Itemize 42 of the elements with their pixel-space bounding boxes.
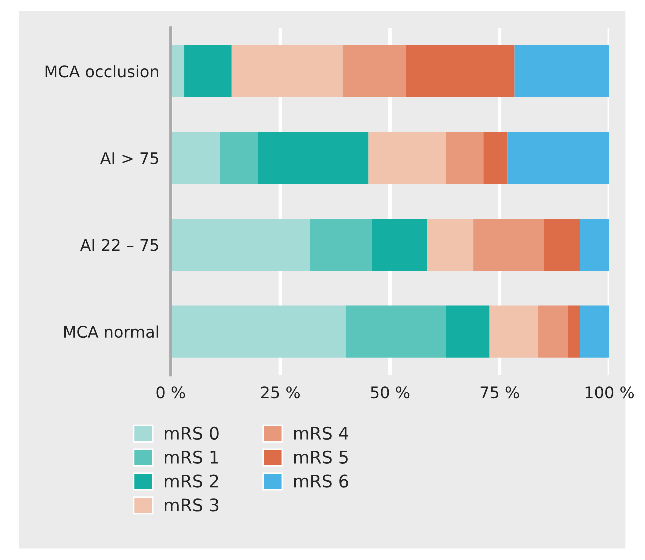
bar — [232, 45, 343, 98]
bar — [484, 132, 508, 184]
bar — [446, 306, 490, 358]
bar — [490, 306, 538, 358]
bar — [446, 132, 484, 184]
bar — [406, 45, 515, 98]
x-tick-label: 25 % — [261, 386, 300, 399]
bar — [514, 45, 610, 98]
bar — [372, 218, 428, 272]
legend-label: mRS 0 — [165, 426, 219, 440]
bar — [310, 218, 372, 272]
bar — [544, 218, 580, 272]
x-tick-label: 50 % — [371, 386, 410, 399]
legend-label: mRS 1 — [165, 450, 218, 464]
bar — [184, 45, 232, 98]
bar — [346, 306, 446, 358]
y-tick-label: MCA occlusion — [46, 65, 158, 78]
bar — [474, 218, 544, 272]
x-tick-label: 100 % — [586, 386, 634, 399]
bar — [568, 306, 580, 358]
legend-label: mRS 4 — [294, 426, 348, 440]
bar — [170, 132, 220, 184]
y-tick-label: AI 22 – 75 — [80, 239, 158, 252]
bar — [170, 306, 346, 358]
bar — [342, 45, 406, 98]
bar — [170, 218, 310, 272]
legend-label: mRS 6 — [294, 474, 348, 488]
legend-label: mRS 2 — [165, 474, 218, 488]
bar — [428, 218, 474, 272]
y-tick-label: AI > 75 — [100, 152, 158, 164]
bar — [580, 306, 610, 358]
bar — [258, 132, 369, 184]
bar — [508, 132, 610, 184]
x-tick-label: 75 % — [480, 386, 520, 399]
bar — [538, 306, 568, 358]
legend-label: mRS 5 — [294, 450, 348, 464]
legend-label: mRS 3 — [165, 498, 219, 512]
y-tick-label: MCA normal — [64, 326, 158, 338]
x-tick-label: 0 % — [156, 386, 186, 399]
bar — [368, 132, 446, 184]
bar — [580, 218, 610, 272]
bar — [220, 132, 258, 184]
